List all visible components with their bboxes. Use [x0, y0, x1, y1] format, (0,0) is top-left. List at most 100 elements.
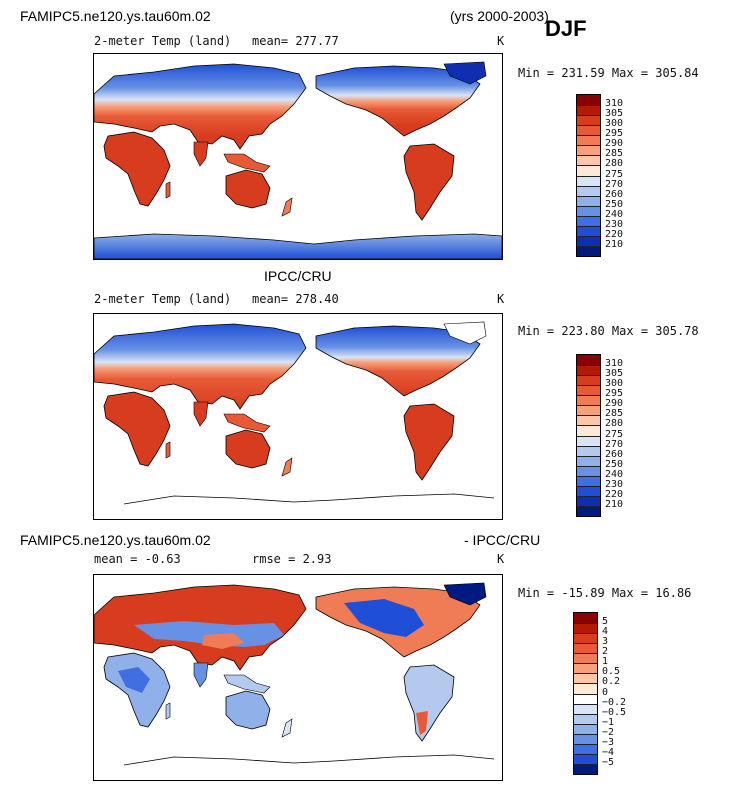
- colorbar-tick-label: 5: [602, 616, 609, 628]
- colorbar-tick-label: −1: [602, 716, 615, 728]
- panel3-units-label: K: [497, 552, 505, 566]
- se-asia-islands: [223, 674, 271, 694]
- colorbar-tick-label: 240: [605, 468, 624, 480]
- panel1-colorbar: [576, 94, 601, 257]
- panel3-mean-label: mean = -0.63: [94, 552, 181, 566]
- new-zealand: [281, 457, 293, 477]
- colorbar-tick-label: −2: [602, 726, 615, 738]
- madagascar: [165, 441, 171, 459]
- colorbar-swatch: [577, 405, 600, 416]
- colorbar-swatch: [577, 355, 600, 366]
- colorbar-swatch: [577, 105, 600, 116]
- colorbar-swatch: [574, 633, 597, 644]
- colorbar-swatch: [574, 713, 597, 724]
- colorbar-tick-label: −3: [602, 736, 615, 748]
- panel2-colorbar: [576, 354, 601, 517]
- colorbar-swatch: [577, 145, 600, 156]
- colorbar-swatch: [574, 683, 597, 694]
- colorbar-swatch: [574, 743, 597, 754]
- colorbar-tick-label: 0.5: [602, 666, 621, 678]
- panel2-mean-label: mean= 278.40: [252, 292, 339, 306]
- colorbar-tick-label: 230: [605, 478, 624, 490]
- colorbar-tick-label: 220: [605, 228, 624, 240]
- colorbar-tick-label: −4: [602, 746, 615, 758]
- colorbar-swatch: [577, 195, 600, 206]
- colorbar-swatch: [577, 425, 600, 436]
- south-america-warm-patch: [416, 711, 428, 735]
- season-label: DJF: [545, 16, 587, 41]
- colorbar-swatch: [577, 475, 600, 486]
- colorbar-swatch: [574, 763, 597, 774]
- colorbar-swatch: [577, 435, 600, 446]
- colorbar-swatch: [577, 375, 600, 386]
- colorbar-tick-label: 270: [605, 438, 624, 450]
- colorbar-swatch: [577, 485, 600, 496]
- india: [193, 141, 209, 167]
- colorbar-swatch: [574, 753, 597, 764]
- colorbar-swatch: [577, 215, 600, 226]
- colorbar-swatch: [574, 693, 597, 704]
- greenland: [443, 61, 487, 85]
- colorbar-swatch: [574, 723, 597, 734]
- colorbar-tick-label: 295: [605, 388, 624, 400]
- colorbar-swatch: [577, 415, 600, 426]
- colorbar-tick-label: 240: [605, 208, 624, 220]
- colorbar-tick-label: 285: [605, 148, 624, 160]
- greenland: [443, 321, 487, 345]
- panel3-map: [93, 574, 503, 781]
- colorbar-swatch: [574, 733, 597, 744]
- colorbar-tick-label: 210: [605, 238, 624, 250]
- colorbar-tick-label: −5: [602, 756, 615, 768]
- colorbar-tick-label: 4: [602, 626, 609, 638]
- india: [193, 401, 209, 427]
- colorbar-swatch: [577, 385, 600, 396]
- north-america-cool-region: [344, 599, 424, 637]
- colorbar-tick-label: 210: [605, 498, 624, 510]
- colorbar-tick-label: 270: [605, 178, 624, 190]
- colorbar-swatch: [577, 235, 600, 246]
- panel3-colorbar: [573, 612, 598, 775]
- madagascar: [165, 702, 171, 720]
- tibet-patch: [202, 633, 244, 649]
- colorbar-tick-label: 280: [605, 418, 624, 430]
- colorbar-swatch: [577, 395, 600, 406]
- north-america-landmass: [315, 65, 481, 137]
- colorbar-swatch: [577, 225, 600, 236]
- colorbar-swatch: [577, 115, 600, 126]
- colorbar-tick-label: 300: [605, 118, 624, 130]
- africa-landmass: [103, 391, 171, 467]
- colorbar-tick-label: 295: [605, 128, 624, 140]
- colorbar-swatch: [577, 205, 600, 216]
- antarctica-outline: [123, 493, 495, 505]
- antarctica-landmass: [94, 233, 502, 259]
- panel2-title: IPCC/CRU: [264, 268, 332, 284]
- colorbar-swatch: [574, 663, 597, 674]
- colorbar-tick-label: 250: [605, 198, 624, 210]
- se-asia-islands: [223, 153, 271, 173]
- india: [193, 662, 209, 688]
- greenland: [443, 582, 487, 606]
- south-america-landmass: [403, 143, 455, 221]
- colorbar-swatch: [574, 653, 597, 664]
- panel2-variable-label: 2-meter Temp (land): [94, 292, 232, 306]
- colorbar-tick-label: 290: [605, 398, 624, 410]
- eurasia-cool-band: [134, 621, 284, 647]
- panel2-units-label: K: [497, 292, 505, 306]
- colorbar-swatch: [577, 445, 600, 456]
- colorbar-tick-label: 290: [605, 138, 624, 150]
- panel3-minmax-label: Min = -15.89 Max = 16.86: [518, 586, 692, 600]
- colorbar-swatch: [577, 245, 600, 256]
- colorbar-swatch: [577, 495, 600, 506]
- colorbar-tick-label: 275: [605, 168, 624, 180]
- panel1-units-label: K: [497, 34, 505, 48]
- new-zealand: [281, 197, 293, 217]
- south-america-landmass: [403, 403, 455, 481]
- australia-landmass: [225, 169, 271, 209]
- se-asia-islands: [223, 413, 271, 433]
- colorbar-swatch: [574, 623, 597, 634]
- colorbar-swatch: [574, 673, 597, 684]
- colorbar-swatch: [574, 703, 597, 714]
- colorbar-swatch: [577, 175, 600, 186]
- colorbar-tick-label: 0.2: [602, 676, 621, 688]
- colorbar-tick-label: 1: [602, 656, 609, 668]
